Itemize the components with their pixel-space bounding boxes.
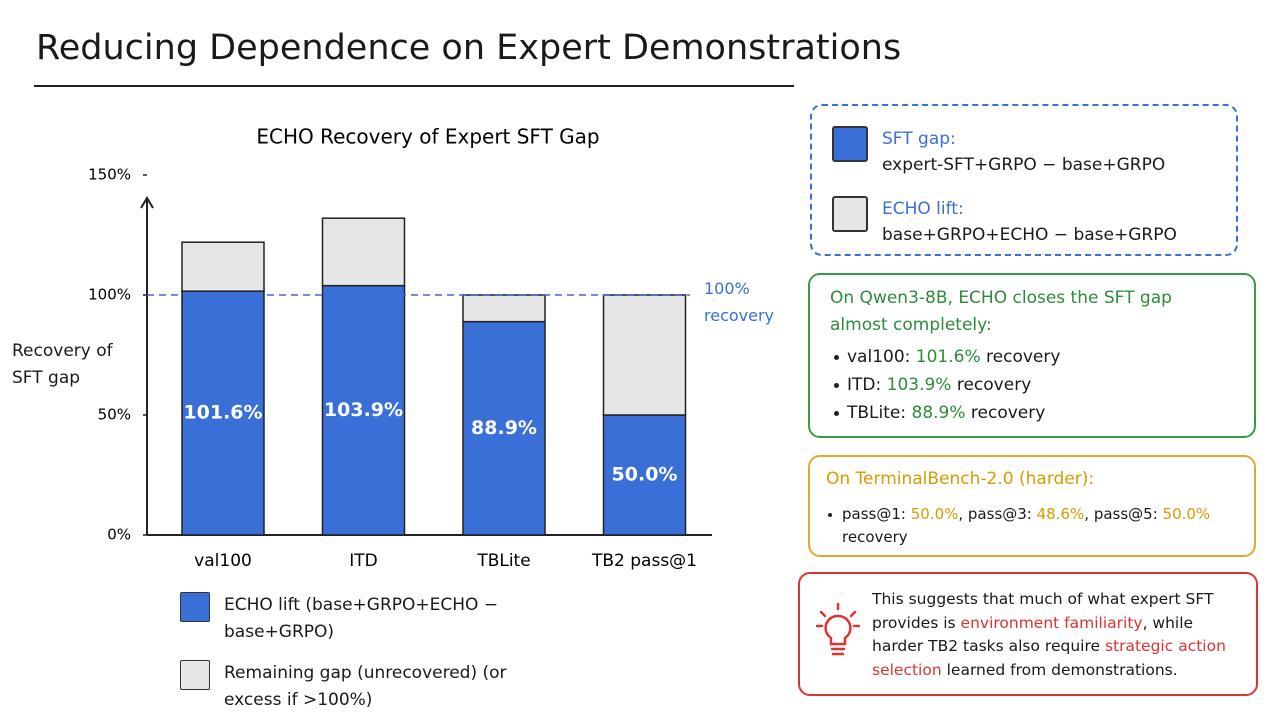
tb2-box: On TerminalBench-2.0 (harder): pass@1: 50… [808,455,1256,557]
value-label: 101.6% [183,402,262,424]
tb2-segment: , pass@3: [958,505,1037,523]
x-tick-label: TB2 pass@1 [591,551,697,571]
bullet-suffix: recovery [956,375,1032,395]
legend-entry: Remaining gap (unrecovered) (or excess i… [180,660,700,714]
legend-label: ECHO lift (base+GRPO+ECHO − base+GRPO) [224,595,499,642]
tb2-heading: On TerminalBench-2.0 (harder): [826,469,1095,489]
definition-body: expert-SFT+GRPO − base+GRPO [882,155,1166,175]
chart-title: ECHO Recovery of Expert SFT Gap [256,125,599,149]
bullet-label: ITD: [847,375,882,395]
reference-label: 100% recovery [704,279,775,325]
qwen-bullet: ITD: 103.9% recovery [834,375,1031,395]
bullet-value: 88.9% [911,403,966,423]
bar-segment [321,217,406,287]
definition-body: base+GRPO+ECHO − base+GRPO [882,225,1177,245]
bullet-dot [834,382,839,388]
y-tick-label: 50% [98,406,131,424]
qwen-bullet: val100: 101.6% recovery [834,347,1060,367]
insight-segment: This suggests that much of what expert S… [872,590,1219,632]
bullet-dot [834,354,839,360]
bullet-value: 101.6% [915,347,981,367]
bullet-suffix: recovery [970,403,1046,423]
bar-segment [321,284,406,536]
definition-term: ECHO lift: [882,199,964,219]
definition-term: SFT gap: [882,129,956,149]
tb2-segment: , pass@5: [1084,505,1163,523]
insight-text: This suggests that much of what expert S… [872,588,1247,682]
insight-box: This suggests that much of what expert S… [798,572,1258,696]
legend-swatch [180,660,210,690]
qwen-heading: On Qwen3-8B, ECHO closes the SFT gap alm… [830,288,1172,335]
tb2-segment: 48.6% [1036,505,1085,523]
lightbulb-icon [816,602,860,656]
x-tick-label: ITD [349,551,378,571]
bar-segment [462,320,546,536]
legend-entry: ECHO lift (base+GRPO+ECHO − base+GRPO) [180,592,700,646]
definition: SFT gap: expert-SFT+GRPO − base+GRPO [832,126,1165,178]
bar-segment [602,414,687,536]
x-tick-label: val100 [194,551,252,571]
legend-swatch [180,592,210,622]
y-tick-label: 150% [88,166,131,184]
bar-segment [181,290,265,536]
title-underline [34,85,794,87]
bullet-dot [828,512,832,517]
qwen-box: On Qwen3-8B, ECHO closes the SFT gap alm… [808,273,1256,438]
definition-text: ECHO lift: base+GRPO+ECHO − base+GRPO [882,196,1177,248]
definition-swatch [832,196,868,232]
value-label: 88.9% [471,417,537,439]
tb2-bullet: pass@1: 50.0%, pass@3: 48.6%, pass@5: 50… [828,503,1262,549]
bullet-value: 103.9% [886,375,952,395]
legend: ECHO lift (base+GRPO+ECHO − base+GRPO) Re… [180,592,700,720]
tb2-segment: 50.0% [1162,505,1211,523]
insight-segment: strategic [1104,637,1174,655]
bar-segment [462,294,546,323]
value-label: 103.9% [324,399,403,421]
bar-segment [181,241,265,292]
bullet-suffix: recovery [986,347,1061,367]
definition: ECHO lift: base+GRPO+ECHO − base+GRPO [832,196,1177,248]
insight-segment: action selection [872,637,1226,679]
insight-segment: environment familiarity [960,613,1143,632]
legend-label: Remaining gap (unrecovered) (or excess i… [224,663,507,710]
reference-label-wrap: 100% recovery [704,279,775,325]
bullet-dot [834,410,839,416]
qwen-bullet: TBLite: 88.9% recovery [834,403,1045,423]
y-tick-label: 100% [88,286,131,304]
value-label: 50.0% [612,464,678,486]
y-axis-label: Recovery of SFT gap [12,341,113,388]
tb2-segment: recovery [842,505,1215,546]
insight-segment: learned from demonstrations. [941,660,1178,679]
y-tick-label: 0% [107,526,131,544]
bullet-label: val100: [847,347,911,367]
bullet-label: TBLite: [847,403,907,423]
definition-swatch [832,126,868,162]
slide-title: Reducing Dependence on Expert Demonstrat… [36,28,902,68]
tb2-segment: pass@1: [842,505,911,523]
chart: ECHO Recovery of Expert SFT Gap 0% 50% 100%… [88,125,775,572]
insight-segment: , while harder TB2 tasks also require [872,613,1199,656]
y-axis-arrow [140,196,154,209]
x-tick-label: TBLite [476,551,530,571]
definitions-box: SFT gap: expert-SFT+GRPO − base+GRPO ECHO … [810,104,1238,256]
definition-text: SFT gap: expert-SFT+GRPO − base+GRPO [882,126,1165,178]
bar-segment [602,294,687,416]
tb2-segment: 50.0% [910,505,959,523]
